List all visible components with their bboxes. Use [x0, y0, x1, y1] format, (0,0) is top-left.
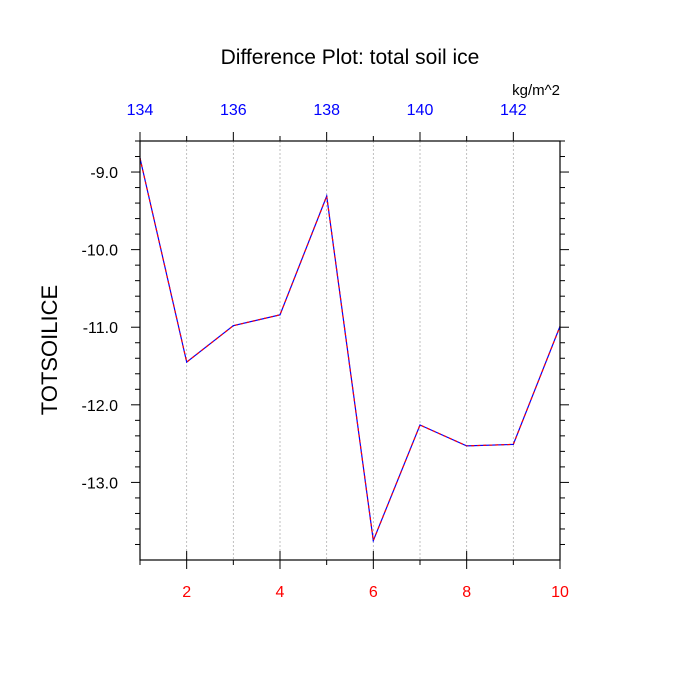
y-axis-label: TOTSOILICE [37, 285, 62, 415]
chart-title: Difference Plot: total soil ice [221, 46, 480, 69]
top-tick-label: 134 [127, 102, 154, 119]
top-tick-label: 138 [313, 102, 340, 119]
series-point [512, 443, 514, 445]
y-tick-label: -12.0 [82, 398, 119, 415]
units-label: kg/m^2 [512, 82, 560, 99]
series-layer [139, 157, 561, 543]
series-point [466, 445, 468, 447]
top-tick-label: 136 [220, 102, 247, 119]
grid-lines [186, 141, 514, 560]
series-point [186, 361, 188, 363]
y-tick-label: -10.0 [82, 243, 119, 260]
axis-labels: 2 4 6 8 10 134 136 138 140 142 -9.0 -10.0 -11.0 -12.0… [82, 102, 569, 601]
x-tick-label: 6 [369, 584, 378, 601]
plot-frame [139, 140, 561, 561]
y-tick-label: -13.0 [82, 475, 119, 492]
series-point [232, 325, 234, 327]
top-tick-label: 140 [407, 102, 434, 119]
x-tick-label: 10 [551, 584, 569, 601]
axis-ticks [131, 132, 569, 569]
series-point [326, 195, 328, 197]
series-point [279, 314, 281, 316]
series-line-dash-0 [139, 157, 561, 543]
series-point [372, 540, 374, 542]
series-point [419, 424, 421, 426]
x-tick-label: 4 [276, 584, 285, 601]
x-tick-label: 2 [182, 584, 191, 601]
y-tick-label: -11.0 [83, 320, 118, 337]
y-tick-label: -9.0 [90, 165, 118, 182]
x-tick-label: 8 [462, 584, 471, 601]
top-tick-label: 142 [500, 102, 527, 119]
